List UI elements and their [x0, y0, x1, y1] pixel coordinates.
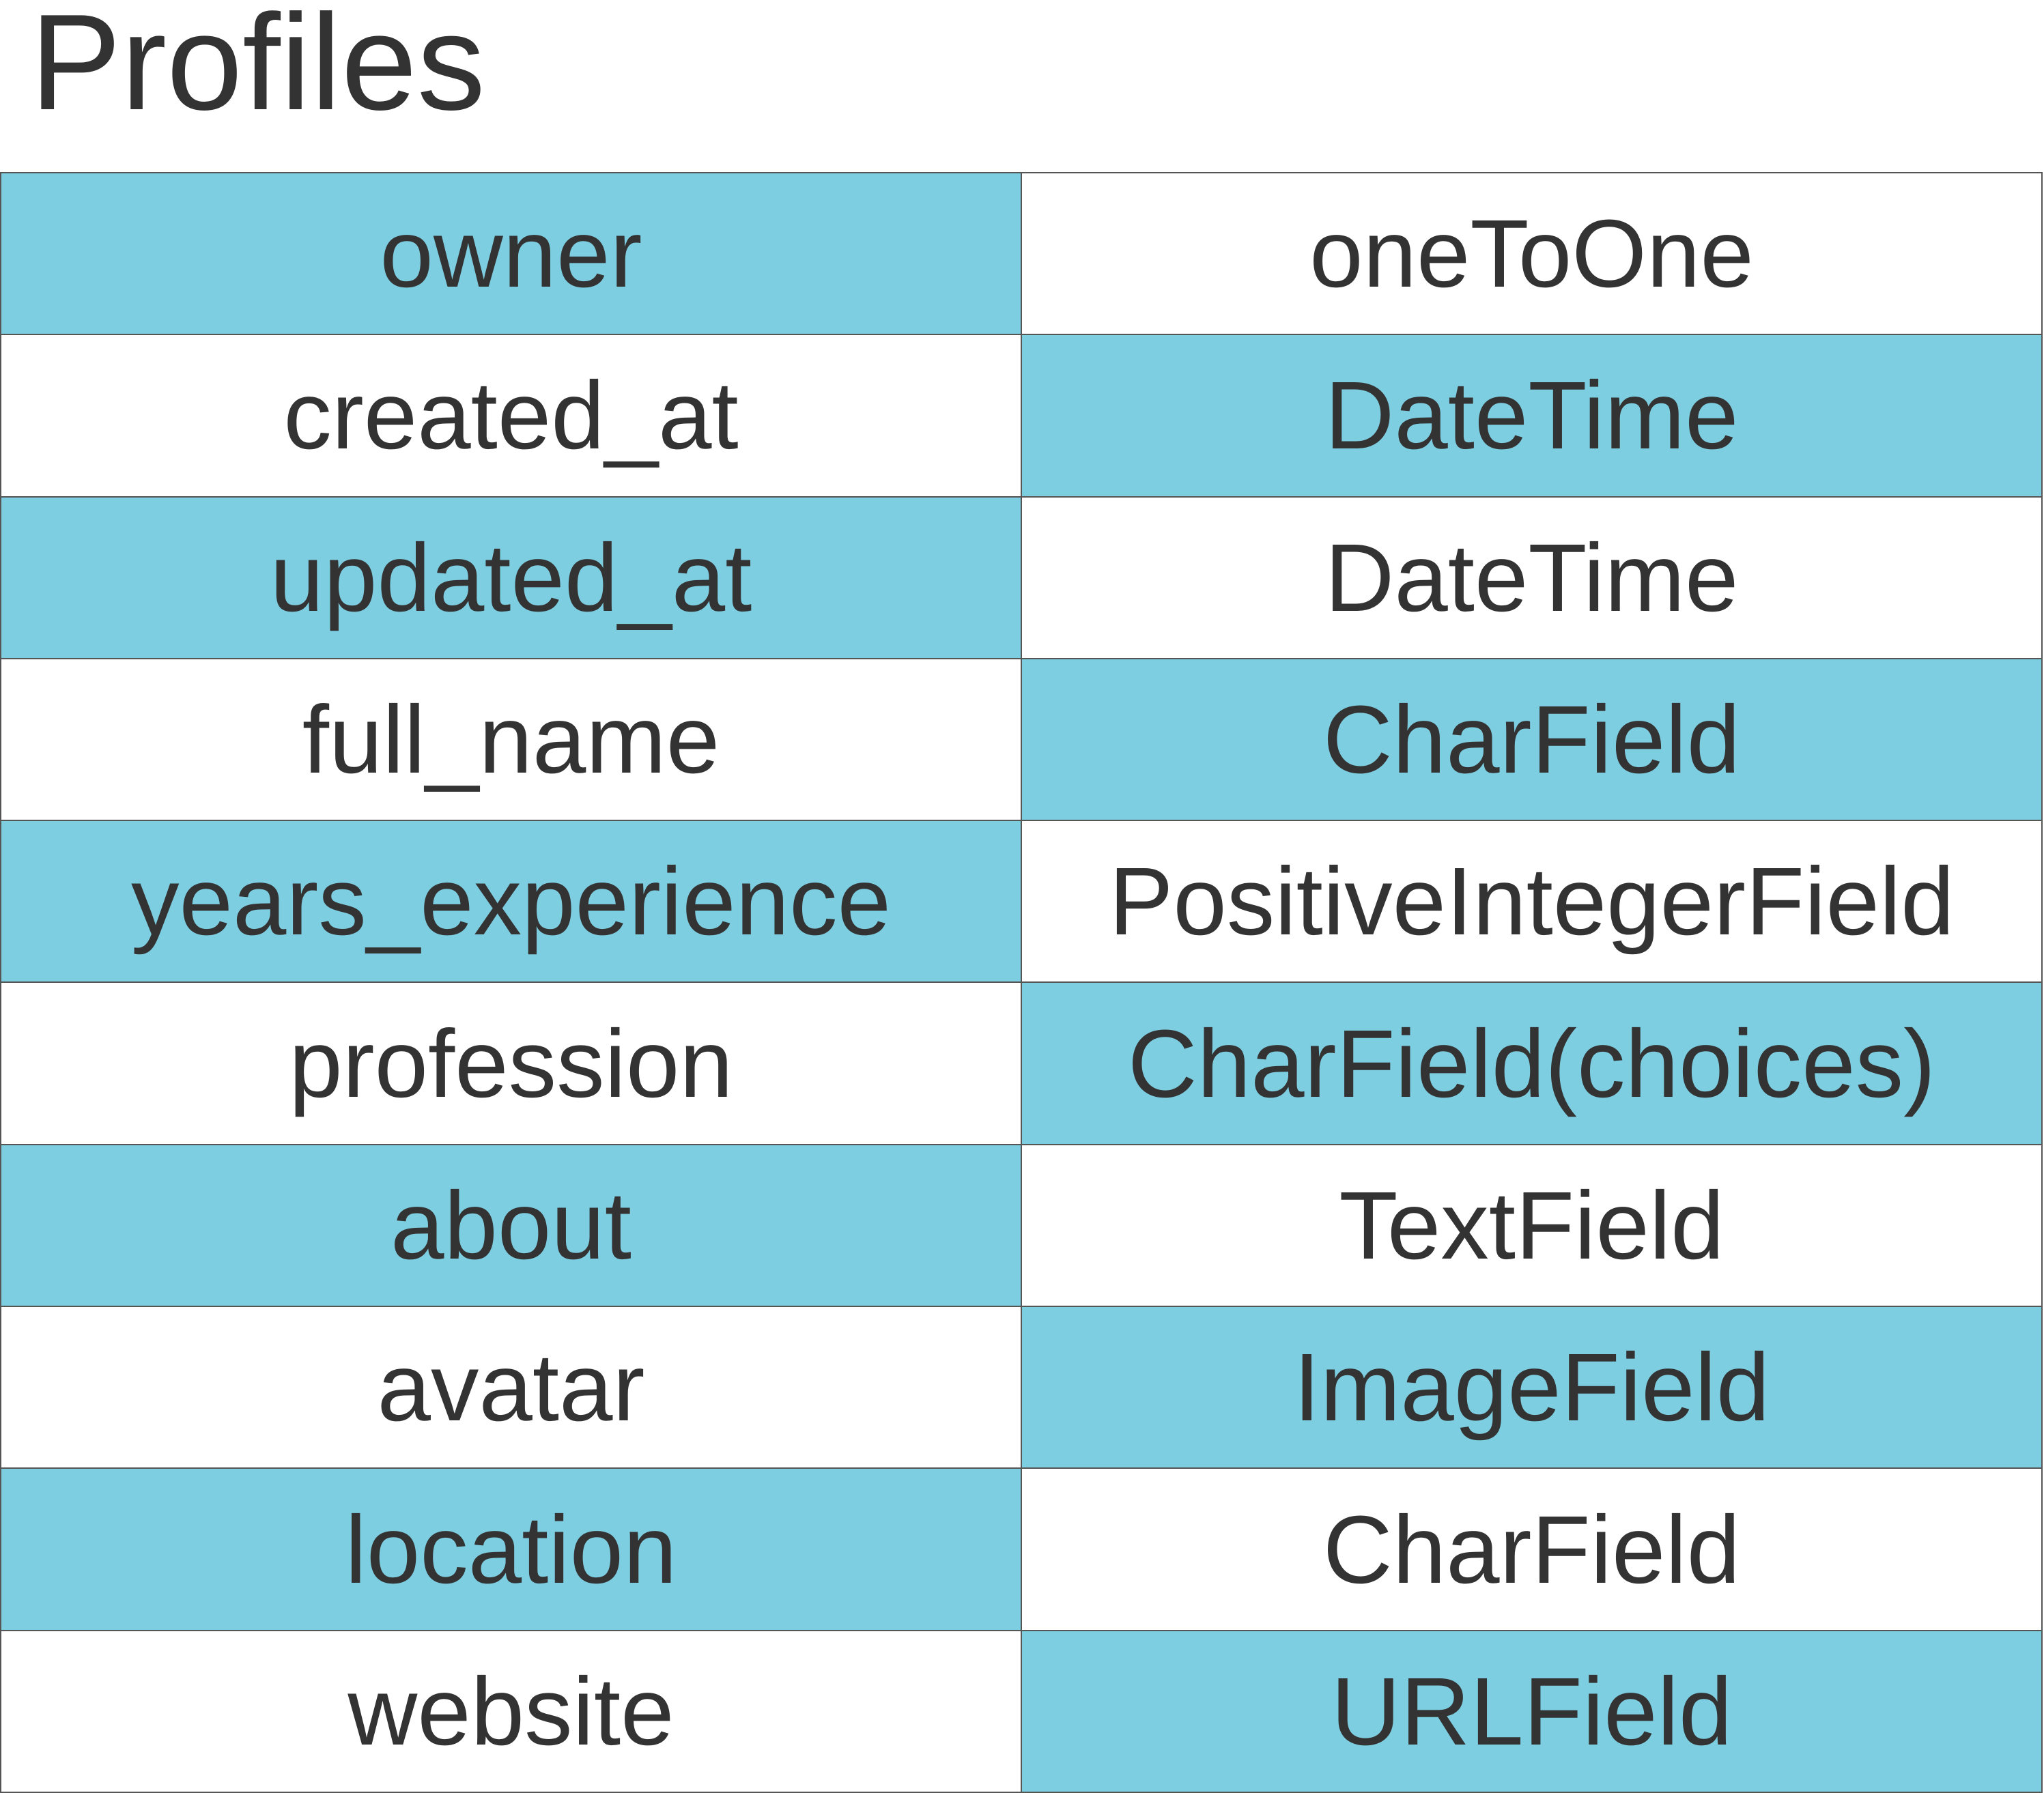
field-type-cell: PositiveIntegerField	[1021, 820, 2043, 984]
field-name-cell: website	[0, 1629, 1022, 1793]
table-row: profession CharField(choices)	[0, 981, 2043, 1145]
field-type-cell: ImageField	[1021, 1306, 2043, 1469]
field-type-cell: CharField	[1021, 1467, 2043, 1631]
field-type-cell: DateTime	[1021, 334, 2043, 498]
table-row: full_name CharField	[0, 657, 2043, 822]
field-type-cell: DateTime	[1021, 496, 2043, 659]
field-name-cell: years_experience	[0, 820, 1022, 984]
field-name-cell: avatar	[0, 1306, 1022, 1469]
field-name-cell: owner	[0, 171, 1022, 336]
table-row: years_experience PositiveIntegerField	[0, 820, 2043, 984]
field-name-cell: profession	[0, 981, 1022, 1145]
field-type-cell: CharField	[1021, 657, 2043, 822]
field-name-cell: updated_at	[0, 496, 1022, 659]
field-type-cell: TextField	[1021, 1143, 2043, 1308]
table-row: about TextField	[0, 1143, 2043, 1308]
field-type-cell: oneToOne	[1021, 171, 2043, 336]
field-type-cell: URLField	[1021, 1629, 2043, 1793]
table-row: website URLField	[0, 1629, 2043, 1793]
field-name-cell: created_at	[0, 334, 1022, 498]
table-row: updated_at DateTime	[0, 496, 2043, 659]
profiles-model-table: owner oneToOne created_at DateTime updat…	[0, 171, 2043, 1793]
page-title: Profiles	[30, 0, 485, 139]
table-row: avatar ImageField	[0, 1306, 2043, 1469]
field-name-cell: about	[0, 1143, 1022, 1308]
table-row: location CharField	[0, 1467, 2043, 1631]
field-type-cell: CharField(choices)	[1021, 981, 2043, 1145]
field-name-cell: location	[0, 1467, 1022, 1631]
field-name-cell: full_name	[0, 657, 1022, 822]
table-row: owner oneToOne	[0, 171, 2043, 336]
table-row: created_at DateTime	[0, 334, 2043, 498]
